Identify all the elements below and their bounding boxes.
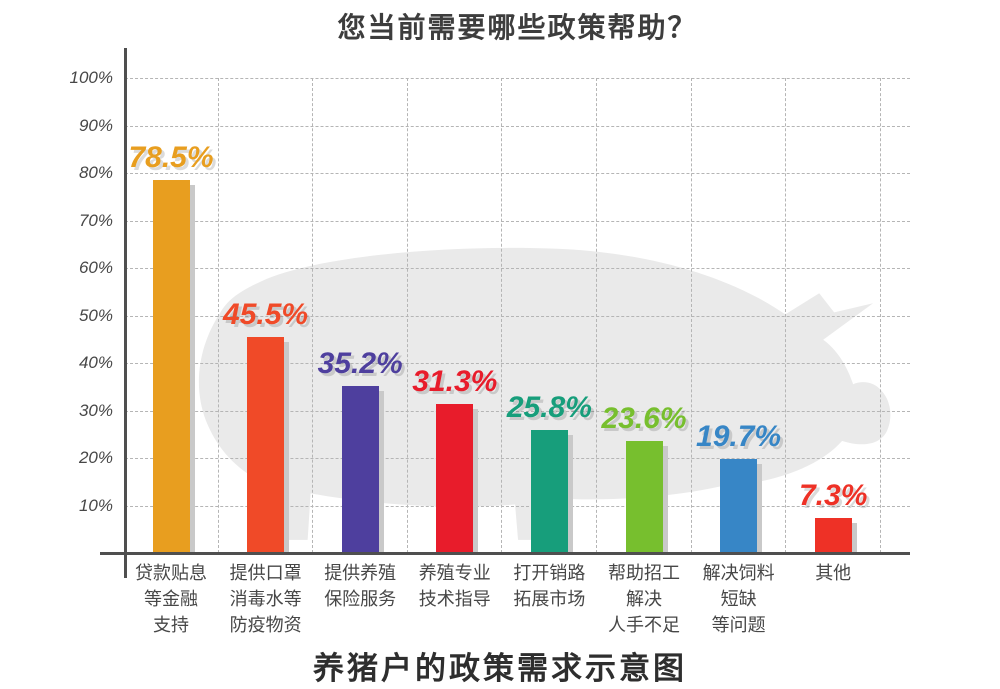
bar-value-label-3: 35.2% [317,346,403,380]
bar-value-label-1: 78.5% [128,141,214,175]
bar-value-label-8: 7.3% [798,479,868,513]
category-label-2: 提供口罩 消毒水等 防疫物资 [229,563,302,635]
y-tick-label-10%: 10% [78,495,113,515]
category-label-7: 解决饲料 短缺 等问题 [702,563,775,635]
h-gridline-70% [125,220,910,222]
y-tick-label-50%: 50% [78,305,113,325]
h-gridline-30% [125,410,910,412]
h-gridline-60% [125,268,910,269]
bar-2 [247,336,290,554]
v-gridline-7 [785,78,787,553]
category-label-3: 提供养殖 保险服务 [324,563,397,609]
bar-7 [720,459,763,553]
v-gridline-5 [596,78,597,553]
bar-8 [814,518,857,553]
v-gridline-8 [879,78,881,553]
bar-1 [152,180,195,553]
y-tick-label-70%: 70% [78,210,113,230]
h-gridline-90% [125,125,910,127]
category-label-4: 养殖专业 技术指导 [418,563,491,609]
y-tick-label-90%: 90% [78,115,113,135]
bar-4 [436,404,479,553]
chart-title: 您当前需要哪些政策帮助？ [337,12,698,43]
bar-value-label-2: 45.5% [223,297,309,331]
h-gridline-80% [125,173,910,174]
h-gridline-50% [125,315,910,317]
bar-3 [341,385,384,554]
bar-value-label-5: 25.8% [506,391,592,425]
bar-value-label-7: 19.7% [696,420,782,454]
v-gridline-3 [406,78,408,553]
category-label-6: 帮助招工 解决 人手不足 [608,563,680,635]
chart-caption: 养猪户的政策需求示意图 [313,651,687,686]
h-gridline-100% [125,78,910,79]
bar-6 [625,440,668,554]
y-tick-label-60%: 60% [78,258,113,277]
h-gridline-20% [125,458,910,459]
v-gridline-2 [312,78,314,553]
h-gridline-40% [125,363,910,364]
v-gridline-4 [501,78,503,553]
category-label-5: 打开销路 拓展市场 [513,563,586,609]
h-gridline-10% [125,505,910,507]
v-gridline-6 [690,78,692,553]
bar-value-label-6: 23.6% [601,401,687,435]
y-tick-label-100%: 100% [69,68,113,87]
category-label-8: 其他 [815,563,852,583]
bar-5 [530,430,573,553]
category-label-1: 贷款贴息 等金融 支持 [135,563,207,635]
y-tick-label-80%: 80% [78,163,113,182]
bar-value-label-4: 31.3% [412,365,498,399]
y-axis-line [124,48,127,578]
y-tick-label-40%: 40% [78,353,113,372]
y-tick-label-20%: 20% [78,448,113,467]
y-tick-label-30%: 30% [78,400,113,420]
x-axis-line [100,552,910,555]
v-gridline-1 [217,78,219,553]
